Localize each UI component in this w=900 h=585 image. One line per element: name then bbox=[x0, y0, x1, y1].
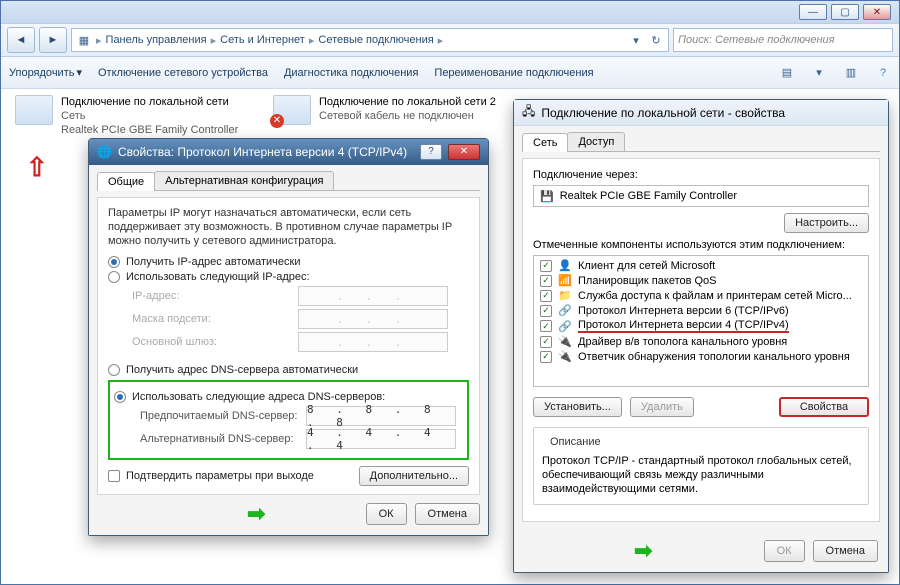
mask-input: . . . bbox=[298, 309, 448, 329]
adapter-0[interactable]: ✕ Подключение по локальной сети Сеть Rea… bbox=[15, 95, 238, 137]
tcpipv4-component: Протокол Интернета версии 4 (TCP/IPv4) bbox=[578, 319, 789, 333]
red-arrow-annotation: ⇧ bbox=[26, 152, 48, 183]
adapter-select: 💾 Realtek PCIe GBE Family Controller bbox=[533, 185, 869, 207]
rename[interactable]: Переименование подключения bbox=[434, 67, 593, 79]
adapter-icon: ✕ bbox=[273, 95, 311, 125]
connect-via-label: Подключение через: bbox=[533, 169, 869, 181]
nav-bar: ◄ ► ▦ ▸ Панель управления ▸ Сеть и Интер… bbox=[1, 23, 899, 57]
nic-icon: 💾 bbox=[540, 190, 554, 203]
toolbar: Упорядочить ▾ Отключение сетевого устрой… bbox=[1, 57, 899, 89]
close-button[interactable]: ✕ bbox=[448, 144, 480, 160]
connection-dialog: 🖧 Подключение по локальной сети - свойст… bbox=[513, 99, 889, 573]
breadcrumb-2[interactable]: Сетевые подключения bbox=[318, 34, 433, 46]
network-icon: 🌐 bbox=[97, 145, 112, 159]
tab-alt[interactable]: Альтернативная конфигурация bbox=[154, 171, 334, 190]
dns1-input[interactable]: 8 . 8 . 8 . 8 bbox=[306, 406, 456, 426]
organize-menu[interactable]: Упорядочить ▾ bbox=[9, 66, 82, 79]
configure-button[interactable]: Настроить... bbox=[784, 213, 869, 233]
desc-text: Протокол TCP/IP - стандартный протокол г… bbox=[542, 454, 860, 496]
tab-network[interactable]: Сеть bbox=[522, 133, 568, 152]
advanced-button[interactable]: Дополнительно... bbox=[359, 466, 469, 486]
green-highlight: Использовать следующие адреса DNS-сервер… bbox=[108, 380, 469, 460]
radio-ip-manual[interactable]: Использовать следующий IP-адрес: bbox=[108, 271, 469, 283]
dialog-title: Свойства: Протокол Интернета версии 4 (T… bbox=[118, 145, 414, 159]
ip-address-input: . . . bbox=[298, 286, 448, 306]
address-bar[interactable]: ▦ ▸ Панель управления ▸ Сеть и Интернет … bbox=[71, 28, 669, 52]
minimize-button[interactable]: — bbox=[799, 4, 827, 20]
components-list[interactable]: 👤Клиент для сетей Microsoft 📶Планировщик… bbox=[533, 255, 869, 387]
tab-access[interactable]: Доступ bbox=[567, 132, 625, 151]
dns2-input[interactable]: 4 . 4 . 4 . 4 bbox=[306, 429, 456, 449]
content-area: ✕ Подключение по локальной сети Сеть Rea… bbox=[1, 89, 899, 584]
diagnose[interactable]: Диагностика подключения bbox=[284, 67, 418, 79]
components-label: Отмеченные компоненты используются этим … bbox=[533, 239, 869, 251]
refresh-icon[interactable]: ↻ bbox=[648, 33, 664, 47]
disable-device[interactable]: Отключение сетевого устройства bbox=[98, 67, 268, 79]
radio-ip-auto[interactable]: Получить IP-адрес автоматически bbox=[108, 256, 469, 268]
adapter-icon: ✕ bbox=[15, 95, 53, 125]
maximize-button[interactable]: ▢ bbox=[831, 4, 859, 20]
view-dropdown-icon[interactable]: ▾ bbox=[811, 66, 827, 80]
dialog-title: Подключение по локальной сети - свойства bbox=[541, 106, 880, 120]
details-pane-icon[interactable]: ▥ bbox=[843, 66, 859, 80]
help-icon[interactable]: ? bbox=[875, 66, 891, 80]
connection-icon: 🖧 bbox=[522, 102, 535, 123]
intro-text: Параметры IP могут назначаться автоматич… bbox=[108, 206, 469, 248]
radio-dns-manual[interactable]: Использовать следующие адреса DNS-сервер… bbox=[114, 391, 461, 403]
search-input[interactable]: Поиск: Сетевые подключения bbox=[673, 28, 893, 52]
confirm-checkbox[interactable]: Подтвердить параметры при выходе bbox=[108, 470, 314, 482]
ok-button[interactable]: ОК bbox=[764, 540, 805, 562]
forward-button[interactable]: ► bbox=[39, 27, 67, 53]
close-button[interactable]: ✕ bbox=[863, 4, 891, 20]
breadcrumb-0[interactable]: Панель управления bbox=[106, 34, 207, 46]
control-panel-icon: ▦ bbox=[76, 33, 92, 47]
cancel-button[interactable]: Отмена bbox=[813, 540, 878, 562]
view-icon[interactable]: ▤ bbox=[779, 66, 795, 80]
ipv4-dialog: 🌐 Свойства: Протокол Интернета версии 4 … bbox=[88, 138, 489, 536]
green-arrow-annotation: ➡ bbox=[247, 501, 265, 527]
cancel-button[interactable]: Отмена bbox=[415, 503, 480, 525]
dropdown-icon[interactable]: ▾ bbox=[628, 33, 644, 47]
help-button[interactable]: ? bbox=[420, 144, 442, 160]
window-titlebar: — ▢ ✕ bbox=[1, 1, 899, 23]
breadcrumb-1[interactable]: Сеть и Интернет bbox=[220, 34, 305, 46]
properties-button[interactable]: Свойства bbox=[779, 397, 869, 417]
adapter-1[interactable]: ✕ Подключение по локальной сети 2 Сетево… bbox=[273, 95, 496, 125]
tab-general[interactable]: Общие bbox=[97, 172, 155, 191]
gateway-input: . . . bbox=[298, 332, 448, 352]
green-arrow-annotation: ➡ bbox=[634, 538, 652, 564]
ok-button[interactable]: ОК bbox=[366, 503, 407, 525]
remove-button[interactable]: Удалить bbox=[630, 397, 694, 417]
back-button[interactable]: ◄ bbox=[7, 27, 35, 53]
radio-dns-auto[interactable]: Получить адрес DNS-сервера автоматически bbox=[108, 364, 469, 376]
install-button[interactable]: Установить... bbox=[533, 397, 622, 417]
desc-title: Описание bbox=[546, 436, 605, 448]
